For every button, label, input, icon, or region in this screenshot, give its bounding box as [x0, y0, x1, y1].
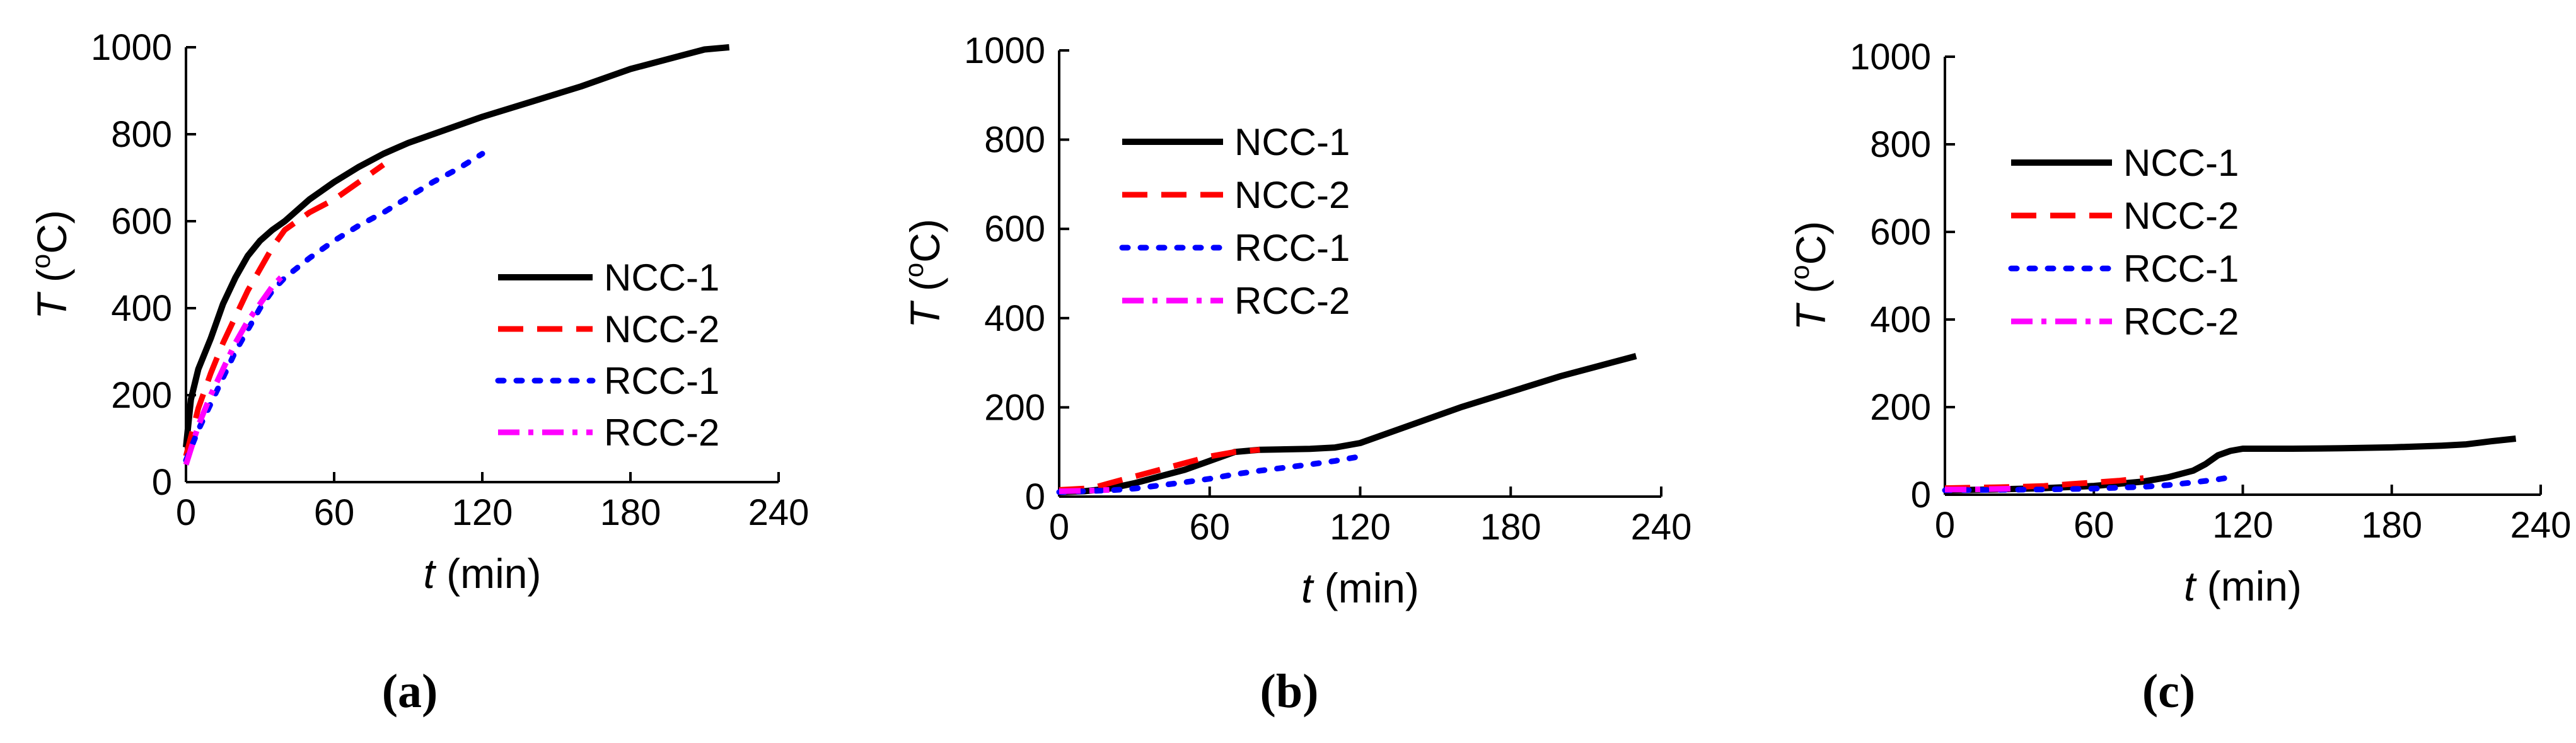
x-tick-label: 60 — [314, 492, 355, 533]
series-line-rcc-2 — [1945, 485, 2020, 493]
series-line-ncc-2 — [1944, 475, 2144, 492]
y-tick-label: 0 — [1911, 475, 1931, 515]
y-axis-degree: o — [1785, 265, 1814, 279]
y-tick-label: 1000 — [91, 27, 172, 68]
y-tick-label: 400 — [111, 288, 172, 329]
x-tick-label: 240 — [748, 492, 809, 533]
x-tick-label: 180 — [600, 492, 661, 533]
x-tick-label: 180 — [1480, 507, 1541, 548]
series-line-ncc-1 — [1059, 353, 1637, 495]
x-tick-label: 60 — [1189, 507, 1230, 548]
y-tick-label: 800 — [111, 114, 172, 155]
y-axis-label: T (oC) — [26, 210, 75, 320]
legend-label-ncc-1: NCC-1 — [604, 256, 719, 299]
legend-label-ncc-2: NCC-2 — [1234, 174, 1350, 216]
series-line-ncc-2 — [1059, 447, 1260, 493]
legend-label-rcc-1: RCC-1 — [604, 360, 719, 402]
y-axis-degree: o — [26, 254, 55, 268]
series-line-ncc-2 — [183, 162, 385, 457]
x-axis-variable: t — [2184, 563, 2197, 609]
x-axis-variable: t — [424, 550, 437, 597]
legend: NCC-1 NCC-2 RCC-1 RCC-2 — [495, 256, 719, 454]
series-line-ncc-1 — [1944, 435, 2517, 493]
y-tick-label: 200 — [111, 375, 172, 416]
x-tick-label: 240 — [2510, 505, 2572, 546]
series-line-rcc-2 — [183, 271, 287, 466]
panel-a: 0 60 120 180 240 0 200 400 600 800 1000 t (min) T (o… — [26, 27, 809, 718]
x-tick-label: 0 — [1049, 507, 1069, 548]
series-line-rcc-2 — [1059, 487, 1110, 494]
x-axis-unit: (min) — [435, 550, 542, 597]
x-axis-label: t (min) — [1301, 565, 1419, 611]
legend-label-ncc-2: NCC-2 — [2123, 195, 2239, 237]
y-tick-label: 0 — [152, 462, 172, 503]
x-axis-variable: t — [1301, 565, 1314, 611]
legend-label-rcc-1: RCC-1 — [1234, 227, 1350, 269]
y-tick-label: 600 — [111, 201, 172, 242]
y-axis-unit-open: ( — [902, 277, 948, 302]
legend-label-ncc-1: NCC-1 — [1234, 121, 1350, 163]
panel-c: 0 60 120 180 240 0 200 400 600 800 1000 t (min) T (o… — [1785, 37, 2571, 718]
y-tick-label: 1000 — [964, 30, 1045, 71]
y-axis-unit-close: C) — [902, 219, 948, 263]
x-axis-unit: (min) — [1313, 565, 1419, 611]
y-axis-degree: o — [899, 263, 929, 277]
y-axis-label: T (oC) — [1785, 221, 1834, 331]
legend-label-rcc-2: RCC-2 — [2123, 301, 2239, 343]
y-tick-label: 400 — [1870, 299, 1931, 340]
series-line-rcc-1 — [1942, 474, 2234, 493]
y-axis-unit-open: ( — [1787, 280, 1834, 305]
legend: NCC-1 NCC-2 RCC-1 RCC-2 — [1119, 121, 1350, 322]
y-axis-variable: T — [902, 300, 948, 328]
legend-label-ncc-1: NCC-1 — [2123, 142, 2239, 184]
series-line-rcc-1 — [1056, 453, 1363, 495]
x-axis-label: t (min) — [2184, 563, 2302, 609]
x-tick-label: 120 — [452, 492, 513, 533]
y-tick-label: 200 — [984, 387, 1045, 428]
y-tick-label: 0 — [1025, 476, 1045, 517]
legend-label-rcc-2: RCC-2 — [1234, 280, 1350, 322]
legend-label-rcc-1: RCC-1 — [2123, 248, 2239, 290]
y-tick-label: 1000 — [1850, 37, 1931, 78]
legend: NCC-1 NCC-2 RCC-1 RCC-2 — [2008, 142, 2239, 343]
panel-label: (c) — [2142, 665, 2195, 718]
x-tick-label: 60 — [2074, 505, 2115, 546]
y-axis-unit-close: C) — [28, 210, 75, 254]
x-tick-label: 120 — [1330, 507, 1391, 548]
series-line-rcc-1 — [183, 151, 485, 463]
x-axis-label: t (min) — [424, 550, 542, 597]
y-tick-label: 800 — [1870, 124, 1931, 165]
legend-label-ncc-2: NCC-2 — [604, 308, 719, 350]
panel-label: (a) — [382, 665, 438, 718]
y-tick-label: 200 — [1870, 387, 1931, 428]
y-axis-variable: T — [28, 291, 75, 320]
y-axis-unit-close: C) — [1787, 221, 1834, 265]
y-tick-label: 600 — [1870, 212, 1931, 253]
x-axis-unit: (min) — [2195, 563, 2302, 609]
panel-label: (b) — [1260, 665, 1319, 718]
y-tick-label: 800 — [984, 120, 1045, 161]
y-axis-unit-open: ( — [28, 268, 75, 294]
legend-label-rcc-2: RCC-2 — [604, 412, 719, 454]
series-line-ncc-1 — [183, 44, 730, 448]
x-tick-label: 0 — [1935, 505, 1955, 546]
y-tick-label: 400 — [984, 298, 1045, 339]
x-tick-label: 240 — [1631, 507, 1692, 548]
y-axis-variable: T — [1787, 302, 1834, 330]
y-axis-label: T (oC) — [899, 219, 948, 328]
panel-b: 0 60 120 180 240 0 200 400 600 800 1000 t (min) T (o… — [899, 30, 1691, 718]
x-tick-label: 180 — [2361, 505, 2422, 546]
x-tick-label: 0 — [176, 492, 196, 533]
y-tick-label: 600 — [984, 209, 1045, 250]
x-tick-label: 120 — [2212, 505, 2273, 546]
